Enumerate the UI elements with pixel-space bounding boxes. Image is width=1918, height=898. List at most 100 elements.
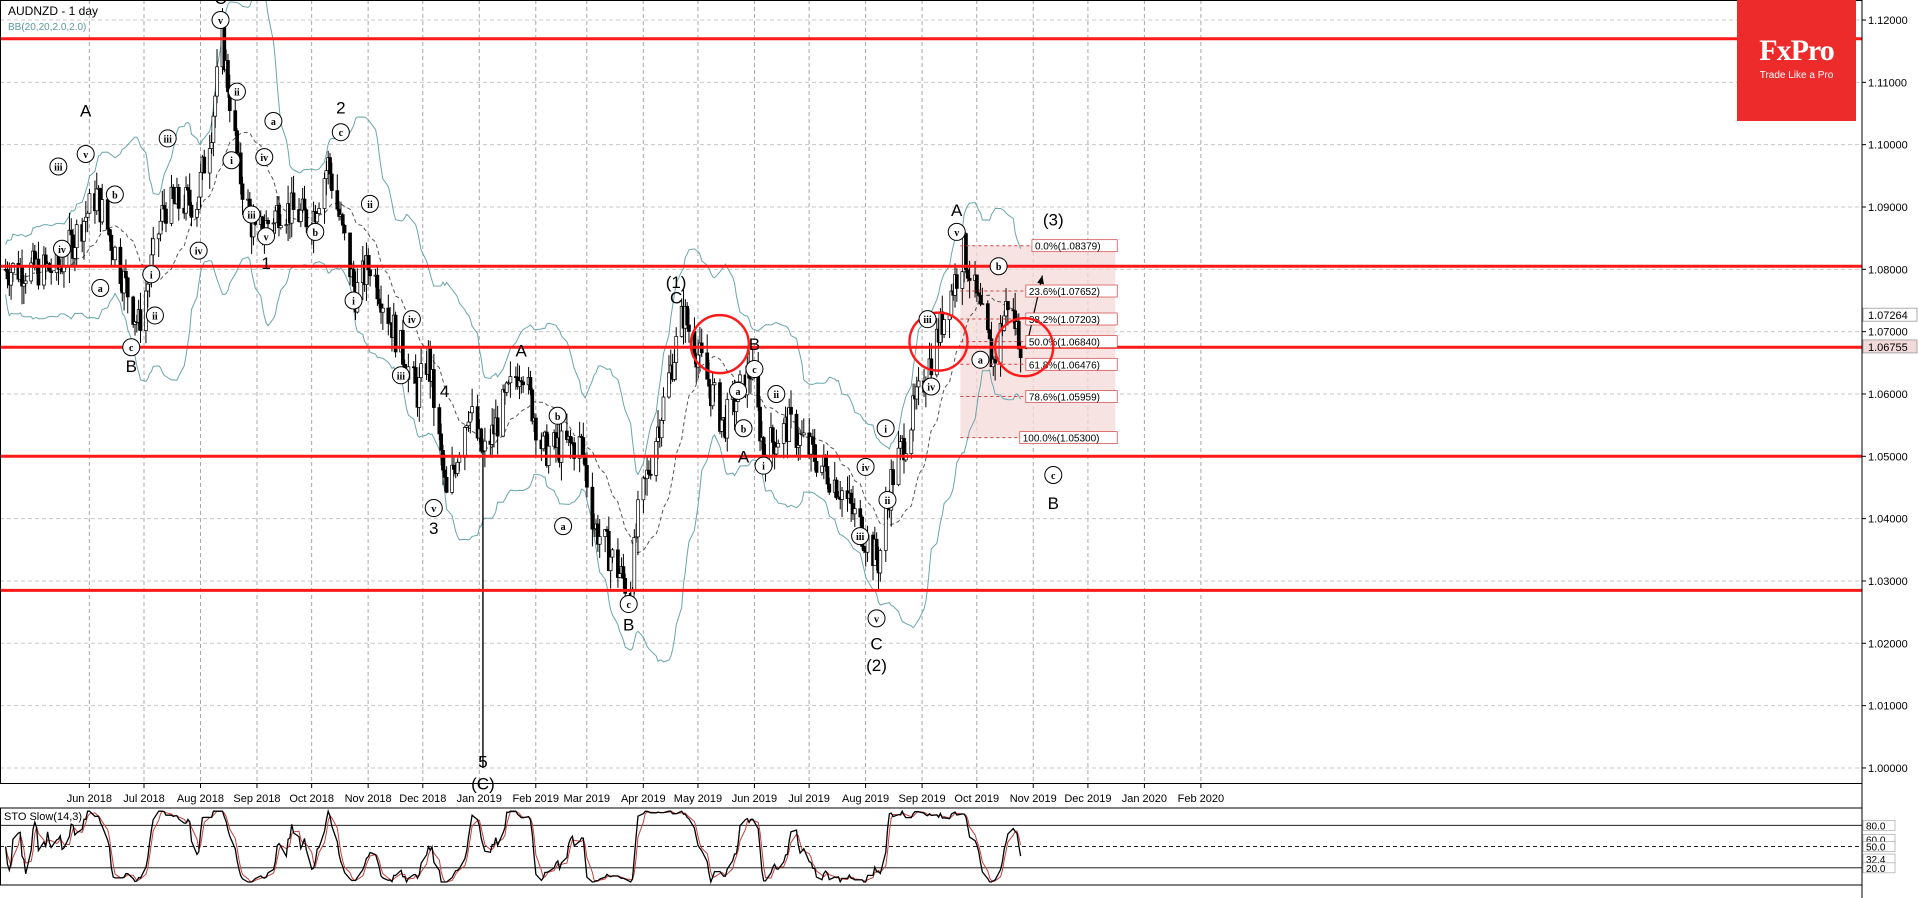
x-tick-label: Dec 2019 <box>1064 793 1111 805</box>
candle-body <box>240 183 245 200</box>
candle-body <box>827 483 832 493</box>
highlight-circle <box>908 311 969 372</box>
candle-body <box>632 537 637 592</box>
candle-body <box>164 208 168 224</box>
wave-label: (1) <box>666 273 687 292</box>
y-tick-label: 1.02000 <box>1868 638 1908 650</box>
candle-body <box>342 224 347 234</box>
wave-label-circle <box>242 205 261 224</box>
candle-body <box>987 329 992 340</box>
wave-label-circle <box>91 279 110 298</box>
logo-name: FxPro <box>1759 34 1834 67</box>
wave-label-circle <box>211 11 230 29</box>
wave-label-circle <box>189 241 208 260</box>
candle-body <box>83 216 88 222</box>
stochastic-panel: 80.0 60.050.032.420.0 <box>0 807 1896 886</box>
candle-body <box>176 187 181 209</box>
wave-label-circle <box>331 123 350 142</box>
wave-label-circle <box>867 609 886 628</box>
candle-body <box>196 196 201 210</box>
candle-body <box>738 374 742 383</box>
x-tick-label: Feb 2019 <box>513 793 559 805</box>
candle-body <box>608 556 613 572</box>
candle-body <box>985 303 990 331</box>
candle-body <box>105 199 110 230</box>
candle-body <box>22 283 26 287</box>
candle-body <box>849 492 854 504</box>
wave-label-circle <box>947 222 966 241</box>
stoch-tag-box <box>1862 841 1896 852</box>
x-tick-label: May 2019 <box>674 793 722 805</box>
candle-body <box>273 210 278 224</box>
x-tick-label: Feb 2020 <box>1178 793 1224 805</box>
candle-body <box>960 271 965 289</box>
candle-body <box>298 209 303 222</box>
candle-body <box>725 399 730 439</box>
stoch-tag-box <box>1862 862 1896 874</box>
wave-label-circle <box>971 350 990 369</box>
highlight-circle <box>993 317 1055 378</box>
candle-body <box>794 413 799 448</box>
candle-body <box>758 406 762 442</box>
wave-label: A <box>516 341 528 360</box>
highlight-circle <box>689 313 751 375</box>
wave-label: a <box>561 522 566 533</box>
candle-body <box>993 358 997 364</box>
candle-body <box>685 305 690 326</box>
candle-body <box>186 187 190 191</box>
wave-label: b <box>313 228 319 239</box>
wave-label: i <box>884 424 887 435</box>
wave-label: a <box>736 387 741 398</box>
candle-body <box>209 142 214 149</box>
price-tag-box <box>1862 307 1918 322</box>
fib-label-box <box>1025 335 1118 348</box>
candle-body <box>380 307 385 313</box>
candle-body <box>82 221 86 242</box>
wave-label: iv <box>862 463 870 474</box>
candle-body <box>351 268 356 287</box>
wave-label-circle <box>142 265 161 284</box>
wave-label-circle <box>548 406 567 425</box>
candle-body <box>375 274 380 300</box>
wave-label: ii <box>885 496 891 507</box>
candle-body <box>156 233 161 240</box>
wave-label: A <box>951 201 963 220</box>
candle-body <box>85 212 90 218</box>
x-tick-label: Dec 2018 <box>399 793 446 805</box>
x-tick-label: Oct 2019 <box>954 793 999 805</box>
candle-body <box>954 274 959 289</box>
candle-body <box>911 395 915 431</box>
candle-body <box>304 209 309 228</box>
candle-body <box>508 376 513 384</box>
candle-body <box>774 446 779 455</box>
candle-body <box>719 419 724 432</box>
wave-label: v <box>83 150 88 161</box>
candle-body <box>340 214 345 226</box>
fib-level-label: 23.6%(1.07652) <box>1029 287 1100 298</box>
candle-body <box>419 363 423 378</box>
candle-body <box>661 396 666 421</box>
candle-body <box>504 382 509 393</box>
y-tick-label: 1.01000 <box>1868 701 1908 713</box>
wave-label-circle <box>264 111 283 130</box>
candle-body <box>107 228 112 236</box>
candle-body <box>437 407 442 435</box>
bb-middle-band <box>5 131 1022 554</box>
y-tick-label: 1.11000 <box>1868 77 1907 89</box>
candle-body <box>623 577 628 594</box>
candle-body <box>455 461 460 474</box>
logo-tagline: Trade Like a Pro <box>1759 70 1834 81</box>
candle-body <box>898 441 903 449</box>
indicator-label: BB(20,20,2.0,2.0) <box>8 22 87 33</box>
candle-body <box>202 156 207 174</box>
candle-body <box>621 566 626 579</box>
candle-body <box>277 204 281 229</box>
candle-body <box>495 417 500 437</box>
wave-label: c <box>1051 471 1056 482</box>
candle-body <box>366 255 371 271</box>
wave-label: 2 <box>336 98 345 117</box>
stoch-level-label: 50.0 <box>1866 843 1886 854</box>
candle-body <box>610 549 615 558</box>
candle-body <box>975 274 979 294</box>
